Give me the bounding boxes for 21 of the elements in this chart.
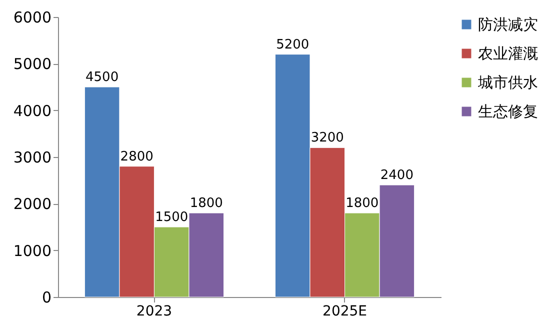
x-tick-label: 2023 (136, 304, 172, 320)
data-label: 1800 (190, 196, 223, 211)
data-label: 2400 (380, 168, 414, 183)
legend-label: 防洪减灾 (478, 16, 538, 34)
y-tick-label: 6000 (13, 8, 52, 26)
legend-label: 农业灌溉 (478, 44, 538, 62)
y-tick-label: 0 (42, 288, 52, 306)
data-label: 1800 (346, 196, 379, 211)
y-tick-label: 3000 (13, 148, 52, 166)
legend-label: 生态修复 (478, 102, 538, 120)
data-label: 4500 (86, 70, 119, 85)
data-label: 1500 (155, 210, 188, 225)
y-tick-label: 2000 (13, 195, 52, 214)
x-tick-label: 2025E (322, 304, 368, 320)
y-tick-label: 1000 (13, 242, 52, 260)
data-label: 5200 (276, 37, 310, 52)
y-tick-label: 5000 (13, 55, 52, 74)
data-label: 2800 (120, 149, 154, 164)
legend-label: 城市供水 (477, 74, 538, 92)
data-label: 3200 (310, 130, 344, 146)
y-tick-label: 4000 (13, 102, 52, 120)
